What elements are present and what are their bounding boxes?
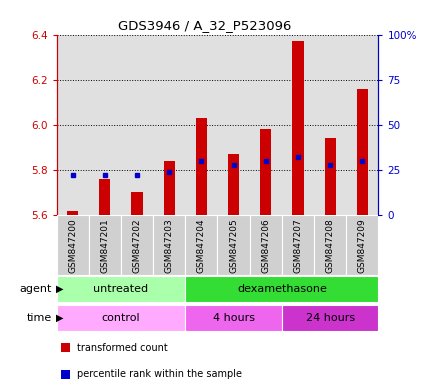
Text: 24 hours: 24 hours <box>305 313 354 323</box>
FancyBboxPatch shape <box>56 305 185 331</box>
Text: GSM847201: GSM847201 <box>100 218 109 273</box>
Text: ▶: ▶ <box>56 313 63 323</box>
Bar <box>195 118 207 215</box>
Text: time: time <box>27 313 52 323</box>
Bar <box>67 210 78 215</box>
Text: ▶: ▶ <box>56 284 63 294</box>
Text: GSM847203: GSM847203 <box>164 218 173 273</box>
Text: GSM847205: GSM847205 <box>229 218 237 273</box>
Text: GSM847209: GSM847209 <box>357 218 366 273</box>
Text: control: control <box>102 313 140 323</box>
Text: transformed count: transformed count <box>77 343 168 353</box>
Text: GSM847202: GSM847202 <box>132 218 141 273</box>
FancyBboxPatch shape <box>249 215 281 275</box>
FancyBboxPatch shape <box>185 215 217 275</box>
Bar <box>163 161 174 215</box>
Text: untreated: untreated <box>93 284 148 294</box>
FancyBboxPatch shape <box>185 276 378 302</box>
FancyBboxPatch shape <box>56 276 185 302</box>
FancyBboxPatch shape <box>281 305 378 331</box>
Bar <box>324 138 335 215</box>
Text: percentile rank within the sample: percentile rank within the sample <box>77 369 241 379</box>
FancyBboxPatch shape <box>313 215 345 275</box>
FancyBboxPatch shape <box>281 215 313 275</box>
Bar <box>131 192 142 215</box>
Text: GSM847208: GSM847208 <box>325 218 334 273</box>
Text: agent: agent <box>20 284 52 294</box>
FancyBboxPatch shape <box>56 215 89 275</box>
Text: GDS3946 / A_32_P523096: GDS3946 / A_32_P523096 <box>118 19 290 32</box>
FancyBboxPatch shape <box>185 305 281 331</box>
Text: GSM847206: GSM847206 <box>261 218 270 273</box>
FancyBboxPatch shape <box>217 215 249 275</box>
Text: dexamethasone: dexamethasone <box>237 284 326 294</box>
Bar <box>260 129 271 215</box>
Text: GSM847200: GSM847200 <box>68 218 77 273</box>
Bar <box>292 41 303 215</box>
FancyBboxPatch shape <box>153 215 185 275</box>
Bar <box>99 179 110 215</box>
Text: GSM847204: GSM847204 <box>197 218 205 273</box>
Text: 4 hours: 4 hours <box>212 313 254 323</box>
FancyBboxPatch shape <box>345 215 378 275</box>
FancyBboxPatch shape <box>89 215 121 275</box>
Bar <box>356 89 367 215</box>
Bar <box>227 154 239 215</box>
FancyBboxPatch shape <box>121 215 153 275</box>
Text: GSM847207: GSM847207 <box>293 218 302 273</box>
